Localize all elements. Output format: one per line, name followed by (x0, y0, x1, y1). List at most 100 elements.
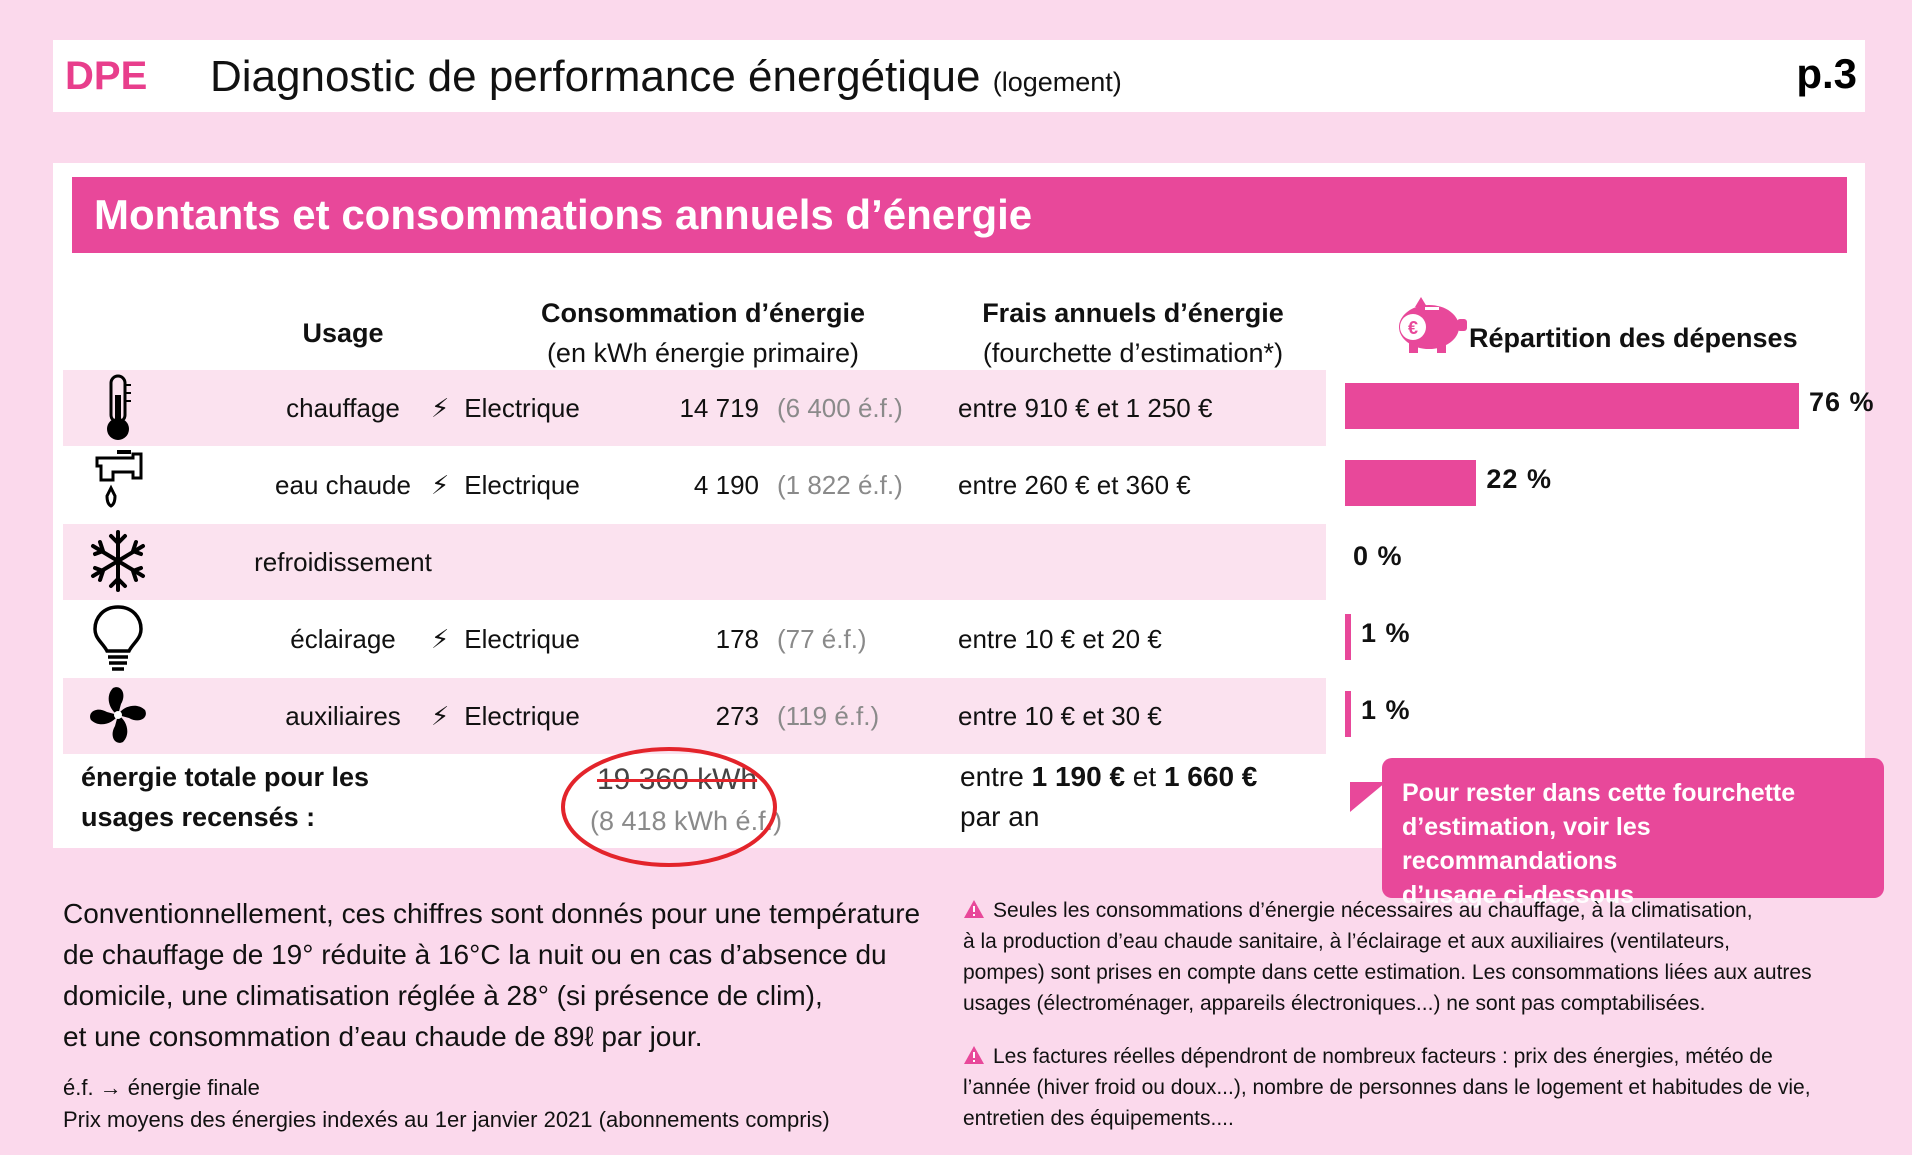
convention-line: de chauffage de 19° réduite à 16°C la nu… (63, 939, 887, 970)
warning-note-1: Seules les consommations d’énergie néces… (963, 895, 1863, 1019)
row-energy: ⚡ Electrique (431, 701, 580, 732)
expense-bar (1345, 460, 1477, 506)
row-kwh: 4 190 (693, 470, 759, 500)
row-kwh: 273 (715, 701, 759, 731)
row-usage: chauffage (286, 393, 400, 423)
dpe-code: DPE (65, 54, 148, 98)
warning-line: Les factures réelles dépendront de nombr… (993, 1045, 1773, 1068)
bolt-icon: ⚡ (431, 624, 450, 654)
warning-icon (964, 1046, 984, 1064)
faucet-icon (93, 450, 163, 520)
page-header: DPE Diagnostic de performance énergétiqu… (53, 40, 1865, 112)
convention-line: Conventionnellement, ces chiffres sont d… (63, 898, 921, 929)
col-conso-sub: (en kWh énergie primaire) (546, 338, 860, 368)
col-repartition: Répartition des dépenses (1469, 323, 1798, 353)
row-ef: (119 é.f.) (777, 701, 880, 731)
callout-line1: Pour rester dans cette fourchette (1402, 779, 1796, 807)
warning-line: l’année (hiver froid ou doux...), nombre… (963, 1076, 1811, 1099)
total-frais-prefix: entre (960, 761, 1032, 792)
callout-line2: d’estimation, voir les recommandations (1402, 813, 1651, 875)
expense-pct: 1 % (1361, 695, 1411, 725)
warning-line: Seules les consommations d’énergie néces… (993, 899, 1753, 922)
expense-bar (1345, 383, 1799, 429)
ef-definition: é.f. → énergie finale (63, 1075, 260, 1100)
row-energy: ⚡ Electrique (431, 470, 580, 501)
fan-icon (83, 680, 153, 750)
warning-line: entretien des équipements.... (963, 1107, 1234, 1130)
piggy-bank-icon: € (1385, 295, 1469, 360)
row-energy: ⚡ Electrique (431, 624, 580, 655)
bolt-icon: ⚡ (431, 393, 450, 423)
callout-pointer (1350, 782, 1386, 812)
convention-line: et une consommation d’eau chaude de 89ℓ … (63, 1021, 703, 1052)
footnotes: é.f. → énergie finale Prix moyens des én… (63, 1072, 830, 1136)
expense-pct: 0 % (1353, 541, 1403, 571)
col-frais-title: Frais annuels d’énergie (982, 298, 1284, 328)
col-usage: Usage (193, 313, 493, 353)
row-frais: entre 10 € et 30 € (958, 701, 1162, 731)
title-text: Diagnostic de performance énergétique (210, 52, 981, 101)
lightbulb-icon (83, 603, 153, 673)
total-label-line1: énergie totale pour les (81, 762, 370, 792)
row-kwh: 178 (715, 624, 759, 654)
convention-note: Conventionnellement, ces chiffres sont d… (63, 893, 963, 1057)
section-banner: Montants et consommations annuels d’éner… (72, 177, 1847, 253)
row-ef: (77 é.f.) (777, 624, 867, 654)
row-kwh: 14 719 (679, 393, 759, 423)
row-ef: (1 822 é.f.) (777, 470, 903, 500)
row-usage: refroidissement (254, 547, 432, 577)
total-frais-low: 1 190 € (1031, 761, 1126, 792)
energy-label: Electrique (464, 701, 580, 731)
col-frais-sub: (fourchette d’estimation*) (982, 338, 1284, 368)
thermometer-icon (83, 373, 153, 443)
page-number: p.3 (1796, 50, 1857, 97)
col-frais: Frais annuels d’énergie (fourchette d’es… (933, 293, 1333, 373)
total-label: énergie totale pour les usages recensés … (81, 757, 369, 837)
row-frais: entre 260 € et 360 € (958, 470, 1191, 500)
page-title: Diagnostic de performance énergétique (l… (210, 52, 1122, 102)
row-bg-auxiliaires (63, 678, 1326, 754)
expense-bar (1345, 691, 1351, 737)
warning-line: à la production d’eau chaude sanitaire, … (963, 930, 1730, 953)
row-usage: auxiliaires (285, 701, 401, 731)
energy-label: Electrique (464, 393, 580, 423)
total-frais-mid: et (1125, 761, 1164, 792)
convention-line: domicile, une climatisation réglée à 28°… (63, 980, 823, 1011)
warning-line: pompes) sont prises en compte dans cette… (963, 961, 1812, 984)
energy-panel: Montants et consommations annuels d’éner… (53, 163, 1874, 867)
col-conso-title: Consommation d’énergie (540, 298, 866, 328)
energy-label: Electrique (464, 470, 580, 500)
bolt-icon: ⚡ (431, 701, 450, 731)
row-energy: ⚡ Electrique (431, 393, 580, 424)
total-frais: entre 1 190 € et 1 660 € par an (960, 757, 1257, 837)
warning-note-2: Les factures réelles dépendront de nombr… (963, 1041, 1863, 1134)
callout-line3: d’usage ci-dessous (1402, 881, 1635, 909)
warning-icon (964, 900, 984, 918)
red-circle-annotation (561, 747, 777, 867)
energy-label: Electrique (464, 624, 580, 654)
total-frais-suffix: par an (960, 801, 1040, 832)
row-frais: entre 910 € et 1 250 € (958, 393, 1213, 423)
expense-pct: 1 % (1361, 618, 1411, 648)
estimate-callout: Pour rester dans cette fourchette d’esti… (1382, 758, 1884, 909)
title-subtitle: (logement) (992, 67, 1122, 97)
total-kwh: 19 360 kWh (597, 763, 758, 796)
snowflake-icon (83, 526, 153, 596)
row-usage: éclairage (290, 624, 396, 654)
col-conso: Consommation d’énergie (en kWh énergie p… (503, 293, 903, 373)
expense-bar (1345, 614, 1351, 660)
total-frais-high: 1 660 € (1163, 761, 1258, 792)
row-bg-chauffage (63, 370, 1326, 446)
warning-line: usages (électroménager, appareils électr… (963, 992, 1706, 1015)
row-ef: (6 400 é.f.) (777, 393, 903, 423)
row-usage: eau chaude (275, 470, 411, 500)
svg-text:€: € (1408, 318, 1418, 338)
total-ef: (8 418 kWh é.f.) (590, 806, 783, 836)
row-frais: entre 10 € et 20 € (958, 624, 1162, 654)
expense-pct: 76 % (1809, 387, 1875, 417)
col-usage-label: Usage (302, 318, 384, 348)
row-bg-refroidissement (63, 524, 1326, 600)
expense-pct: 22 % (1486, 464, 1552, 494)
bolt-icon: ⚡ (431, 470, 450, 500)
price-note: Prix moyens des énergies indexés au 1er … (63, 1107, 830, 1132)
